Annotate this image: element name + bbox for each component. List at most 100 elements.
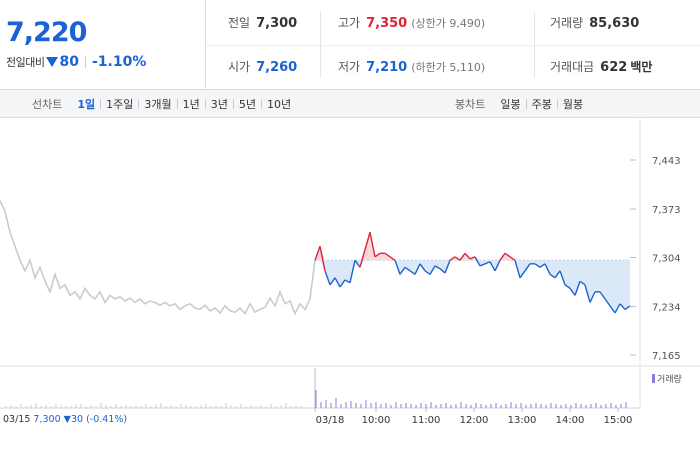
series-segment — [499, 252, 506, 261]
series-segment — [489, 261, 496, 272]
stat-high: 고가 7,350 (상한가 9,490) — [338, 14, 485, 34]
series-segment — [619, 303, 626, 310]
stat-label: 고가 — [338, 16, 361, 30]
series-segment — [589, 291, 596, 303]
chart-toolbar: 선차트 1일 1주일 3개월 1년 3년 5년 10년 봉차트 일봉 주봉 월봉 — [0, 90, 700, 118]
down-triangle-icon — [46, 57, 59, 67]
stats-row-divider — [206, 45, 700, 46]
stat-value: 85,630 — [589, 16, 640, 31]
period-tab-4[interactable]: 3년 — [210, 98, 228, 111]
series-segment — [544, 263, 551, 275]
stat-amount: 거래대금 622 백만 — [550, 58, 652, 78]
prev-session-pct: (-0.41%) — [86, 414, 128, 425]
series-segment — [579, 280, 586, 286]
series-segment — [374, 252, 381, 258]
series-segment — [419, 263, 426, 272]
change-label: 전일대비 — [6, 56, 45, 69]
x-tick-label: 10:00 — [362, 415, 391, 426]
stat-label: 저가 — [338, 60, 361, 74]
volume-legend: 거래량 — [652, 372, 682, 385]
prev-session-close: 7,300 — [33, 414, 61, 425]
y-tick-label: 7,234 — [652, 303, 681, 314]
series-segment — [349, 260, 356, 283]
series-segment — [469, 256, 476, 260]
series-segment — [314, 246, 321, 261]
toolbar-divider — [176, 99, 178, 109]
stat-value: 7,260 — [256, 60, 298, 75]
series-segment — [454, 256, 461, 261]
price-chart-svg: 7,443 7,373 7,304 7,234 7,165 03/18 10:00 11:00… — [0, 118, 700, 426]
series-segment — [339, 279, 346, 288]
series-segment — [609, 305, 616, 314]
series-segment — [624, 305, 631, 310]
toolbar-divider — [261, 99, 263, 109]
stat-prev-close: 전일 7,300 — [228, 14, 297, 34]
series-prev-session-line — [0, 200, 316, 316]
y-tick-label: 7,165 — [652, 351, 681, 362]
change-amount: 80 — [59, 54, 79, 70]
series-segment — [534, 263, 541, 268]
candle-tab-1[interactable]: 주봉 — [531, 98, 552, 111]
x-tick-label: 03/18 — [316, 415, 345, 426]
stat-value: 7,350 — [366, 16, 408, 31]
stat-sub: (하한가 5,110) — [411, 61, 486, 74]
series-segment — [359, 249, 366, 268]
series-segment — [334, 277, 341, 288]
stat-label: 거래대금 — [550, 60, 595, 74]
current-price: 7,220 — [6, 17, 87, 48]
series-segment — [514, 260, 521, 279]
series-segment — [474, 256, 481, 267]
quote-header: 7,220 전일대비 80 -1.10% 전일 7,300 고가 7,350 (… — [0, 0, 700, 90]
series-segment — [569, 287, 576, 296]
series-segment — [564, 284, 571, 289]
series-segment — [414, 263, 421, 275]
series-segment — [364, 232, 371, 250]
series-segment — [319, 246, 326, 271]
series-segment — [549, 273, 556, 279]
y-tick-label: 7,304 — [652, 254, 681, 265]
series-segment — [394, 260, 401, 275]
change-row: 전일대비 80 -1.10% — [6, 54, 146, 70]
stats-panel: 전일 7,300 고가 7,350 (상한가 9,490) 거래량 85,630… — [206, 0, 700, 90]
price-box: 7,220 전일대비 80 -1.10% — [0, 0, 206, 90]
stat-open: 시가 7,260 — [228, 58, 297, 78]
toolbar-divider — [556, 99, 558, 109]
toolbar-divider — [138, 99, 140, 109]
candle-tab-0[interactable]: 일봉 — [500, 98, 521, 111]
x-tick-label: 14:00 — [556, 415, 585, 426]
period-tab-6[interactable]: 10년 — [267, 98, 292, 111]
series-segment — [399, 266, 406, 275]
stat-label: 전일 — [228, 16, 251, 30]
series-segment — [484, 261, 491, 265]
x-tick-label: 11:00 — [412, 415, 441, 426]
series-segment — [539, 263, 546, 268]
volume-legend-label: 거래량 — [657, 375, 682, 385]
candle-tab-2[interactable]: 월봉 — [562, 98, 584, 111]
toolbar-divider — [232, 99, 234, 109]
period-tab-0[interactable]: 1일 — [77, 98, 96, 111]
stat-unit: 백만 — [630, 60, 653, 74]
series-segment — [429, 265, 436, 275]
line-chart-label: 선차트 — [32, 98, 63, 111]
series-segment — [559, 270, 566, 286]
series-segment — [354, 259, 361, 268]
stat-volume: 거래량 85,630 — [550, 14, 639, 34]
series-segment — [504, 252, 511, 258]
series-segment — [599, 291, 606, 300]
period-tab-5[interactable]: 5년 — [238, 98, 257, 111]
candle-chart-label: 봉차트 — [455, 98, 486, 111]
x-tick-label: 12:00 — [460, 415, 489, 426]
volume-legend-swatch — [652, 374, 655, 383]
series-segment — [479, 263, 486, 267]
period-tab-1[interactable]: 1주일 — [106, 98, 134, 111]
series-segment — [554, 270, 561, 279]
toolbar-divider — [525, 99, 527, 109]
series-segment — [424, 270, 431, 275]
period-tab-2[interactable]: 3개월 — [144, 98, 172, 111]
x-tick-label: 13:00 — [508, 415, 537, 426]
period-tab-3[interactable]: 1년 — [182, 98, 200, 111]
series-segment — [439, 268, 446, 274]
series-segment — [519, 270, 526, 279]
series-segment — [584, 284, 591, 303]
x-tick-label: 15:00 — [604, 415, 633, 426]
